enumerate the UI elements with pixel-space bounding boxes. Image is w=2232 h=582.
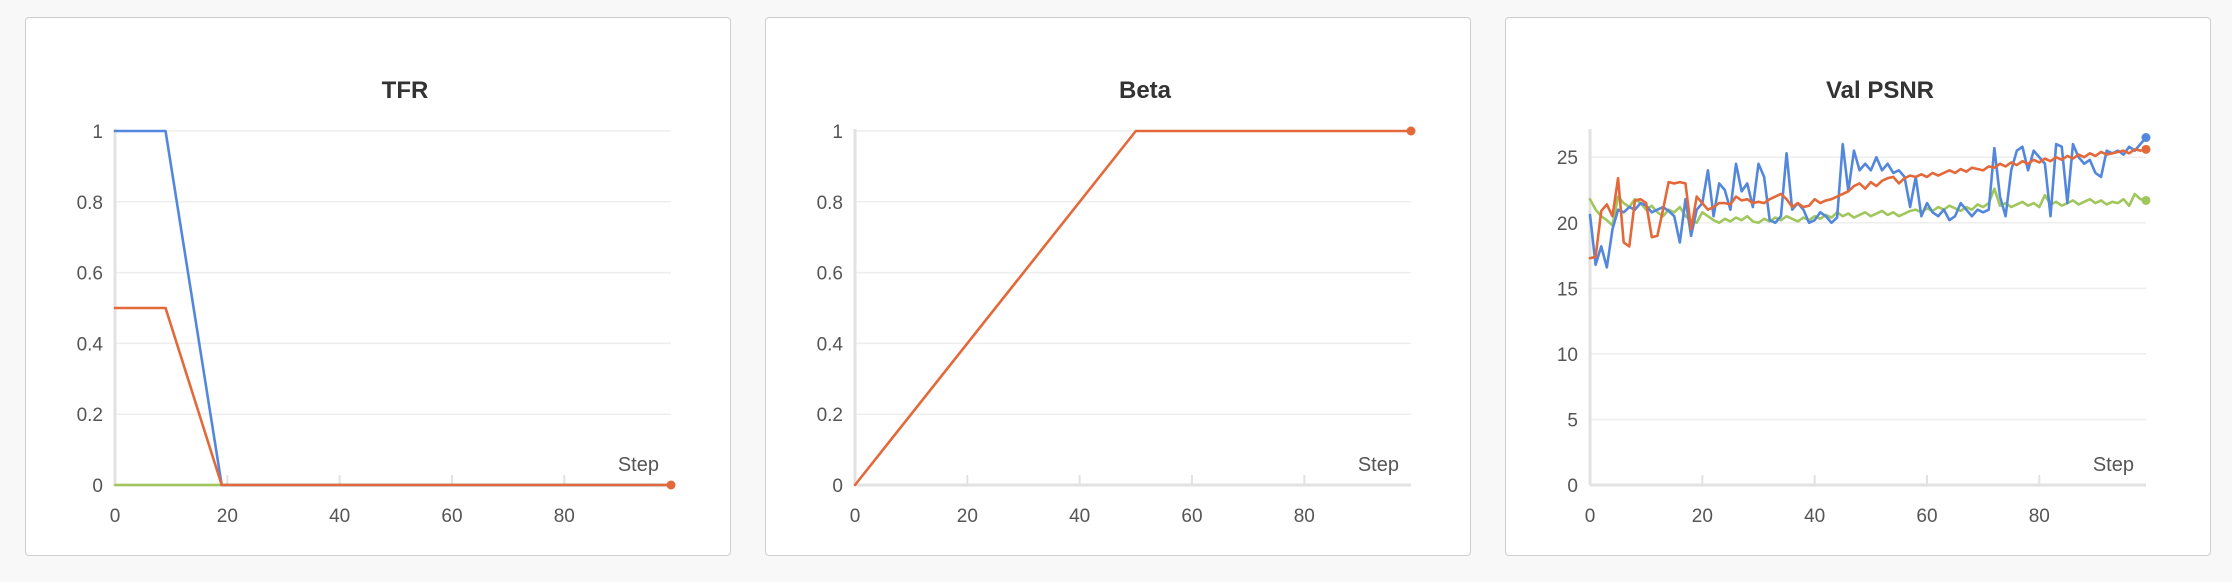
series-line[interactable] [853,129,1413,487]
x-axis-label: Step [618,454,659,476]
y-tick-label: 0.6 [817,264,843,285]
y-tick-label: 0.6 [77,264,103,285]
series-line[interactable] [113,306,673,487]
y-tick-label: 15 [1557,279,1578,300]
series-end-point[interactable] [2141,195,2151,205]
x-tick-label: 60 [1181,506,1202,527]
series-line[interactable] [1588,136,2148,269]
y-tick-label: 0.4 [817,334,844,355]
y-tick-label: 0.2 [77,405,103,426]
x-tick-label: 60 [441,506,462,527]
y-tick-label: 1 [92,122,103,143]
series-end-point[interactable] [1406,126,1416,136]
series-end-point[interactable] [2141,144,2151,154]
y-tick-label: 0 [832,476,843,497]
x-tick-label: 80 [1294,506,1315,527]
x-tick-label: 40 [329,506,350,527]
x-axis-label: Step [2093,454,2134,476]
chart-title: Val PSNR [1826,77,1934,104]
x-tick-label: 80 [554,506,575,527]
series-line[interactable] [113,129,673,487]
y-tick-label: 0.4 [77,334,104,355]
y-tick-label: 0.2 [817,405,843,426]
x-axis-label: Step [1358,454,1399,476]
y-tick-label: 1 [832,122,843,143]
x-tick-label: 40 [1804,506,1825,527]
chart-panel-tfr[interactable]: TFR 0 0.2 0.4 0.6 0.8 1 0 20 40 60 80 Step [25,17,731,556]
chart-svg: Val PSNR 0 5 10 15 20 25 0 20 40 60 80 Step [1557,77,2151,527]
series-end-point[interactable] [666,480,676,490]
y-tick-label: 0.8 [77,193,103,214]
series-line[interactable] [1588,187,2148,227]
y-tick-label: 25 [1557,148,1578,169]
x-tick-label: 0 [110,506,121,527]
y-tick-label: 10 [1557,345,1578,366]
x-tick-label: 20 [1692,506,1713,527]
series-line[interactable] [1588,148,2148,260]
series-end-point[interactable] [2141,133,2151,143]
x-tick-label: 80 [2029,506,2050,527]
chart-title: TFR [382,77,429,104]
chart-panel-beta[interactable]: Beta 0 0.2 0.4 0.6 0.8 1 0 20 40 60 80 Step [765,17,1471,556]
x-tick-label: 20 [957,506,978,527]
chart-svg: TFR 0 0.2 0.4 0.6 0.8 1 0 20 40 60 80 Step [77,77,676,527]
y-tick-label: 0 [92,476,103,497]
chart-title: Beta [1119,77,1172,104]
x-tick-label: 20 [217,506,238,527]
y-tick-label: 20 [1557,214,1578,235]
y-tick-label: 0 [1567,476,1578,497]
chart-svg: Beta 0 0.2 0.4 0.6 0.8 1 0 20 40 60 80 Step [817,77,1416,527]
y-tick-label: 0.8 [817,193,843,214]
x-tick-label: 0 [1585,506,1596,527]
x-tick-label: 60 [1916,506,1937,527]
y-tick-label: 5 [1567,410,1578,431]
x-tick-label: 40 [1069,506,1090,527]
x-tick-label: 0 [850,506,861,527]
chart-panel-val-psnr[interactable]: Val PSNR 0 5 10 15 20 25 0 20 40 60 80 Step [1505,17,2211,556]
